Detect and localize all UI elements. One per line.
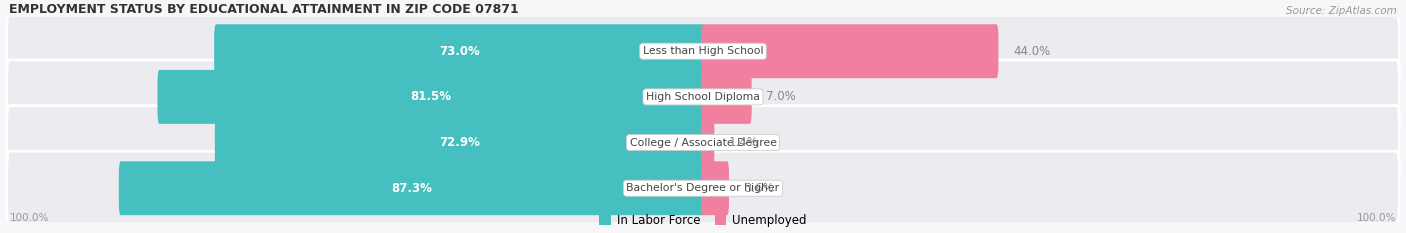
- Text: 72.9%: 72.9%: [440, 136, 481, 149]
- FancyBboxPatch shape: [7, 14, 1399, 88]
- Text: 87.3%: 87.3%: [391, 182, 433, 195]
- FancyBboxPatch shape: [157, 70, 704, 124]
- Text: Less than High School: Less than High School: [643, 46, 763, 56]
- Text: High School Diploma: High School Diploma: [647, 92, 759, 102]
- FancyBboxPatch shape: [120, 161, 704, 215]
- Text: Source: ZipAtlas.com: Source: ZipAtlas.com: [1286, 6, 1396, 16]
- FancyBboxPatch shape: [702, 161, 728, 215]
- FancyBboxPatch shape: [214, 24, 704, 78]
- Text: 100.0%: 100.0%: [10, 213, 49, 223]
- Text: 3.6%: 3.6%: [744, 182, 773, 195]
- FancyBboxPatch shape: [702, 116, 714, 170]
- Text: 73.0%: 73.0%: [439, 45, 479, 58]
- FancyBboxPatch shape: [702, 24, 998, 78]
- FancyBboxPatch shape: [215, 116, 704, 170]
- Text: EMPLOYMENT STATUS BY EDUCATIONAL ATTAINMENT IN ZIP CODE 07871: EMPLOYMENT STATUS BY EDUCATIONAL ATTAINM…: [10, 3, 519, 16]
- Text: 1.4%: 1.4%: [728, 136, 759, 149]
- Text: 44.0%: 44.0%: [1014, 45, 1050, 58]
- Text: 81.5%: 81.5%: [411, 90, 451, 103]
- Text: 7.0%: 7.0%: [766, 90, 796, 103]
- Text: College / Associate Degree: College / Associate Degree: [630, 137, 776, 147]
- FancyBboxPatch shape: [702, 70, 752, 124]
- Legend: In Labor Force, Unemployed: In Labor Force, Unemployed: [599, 214, 807, 227]
- FancyBboxPatch shape: [7, 60, 1399, 134]
- Text: 100.0%: 100.0%: [1357, 213, 1396, 223]
- Text: Bachelor's Degree or higher: Bachelor's Degree or higher: [627, 183, 779, 193]
- FancyBboxPatch shape: [7, 106, 1399, 180]
- FancyBboxPatch shape: [7, 151, 1399, 225]
